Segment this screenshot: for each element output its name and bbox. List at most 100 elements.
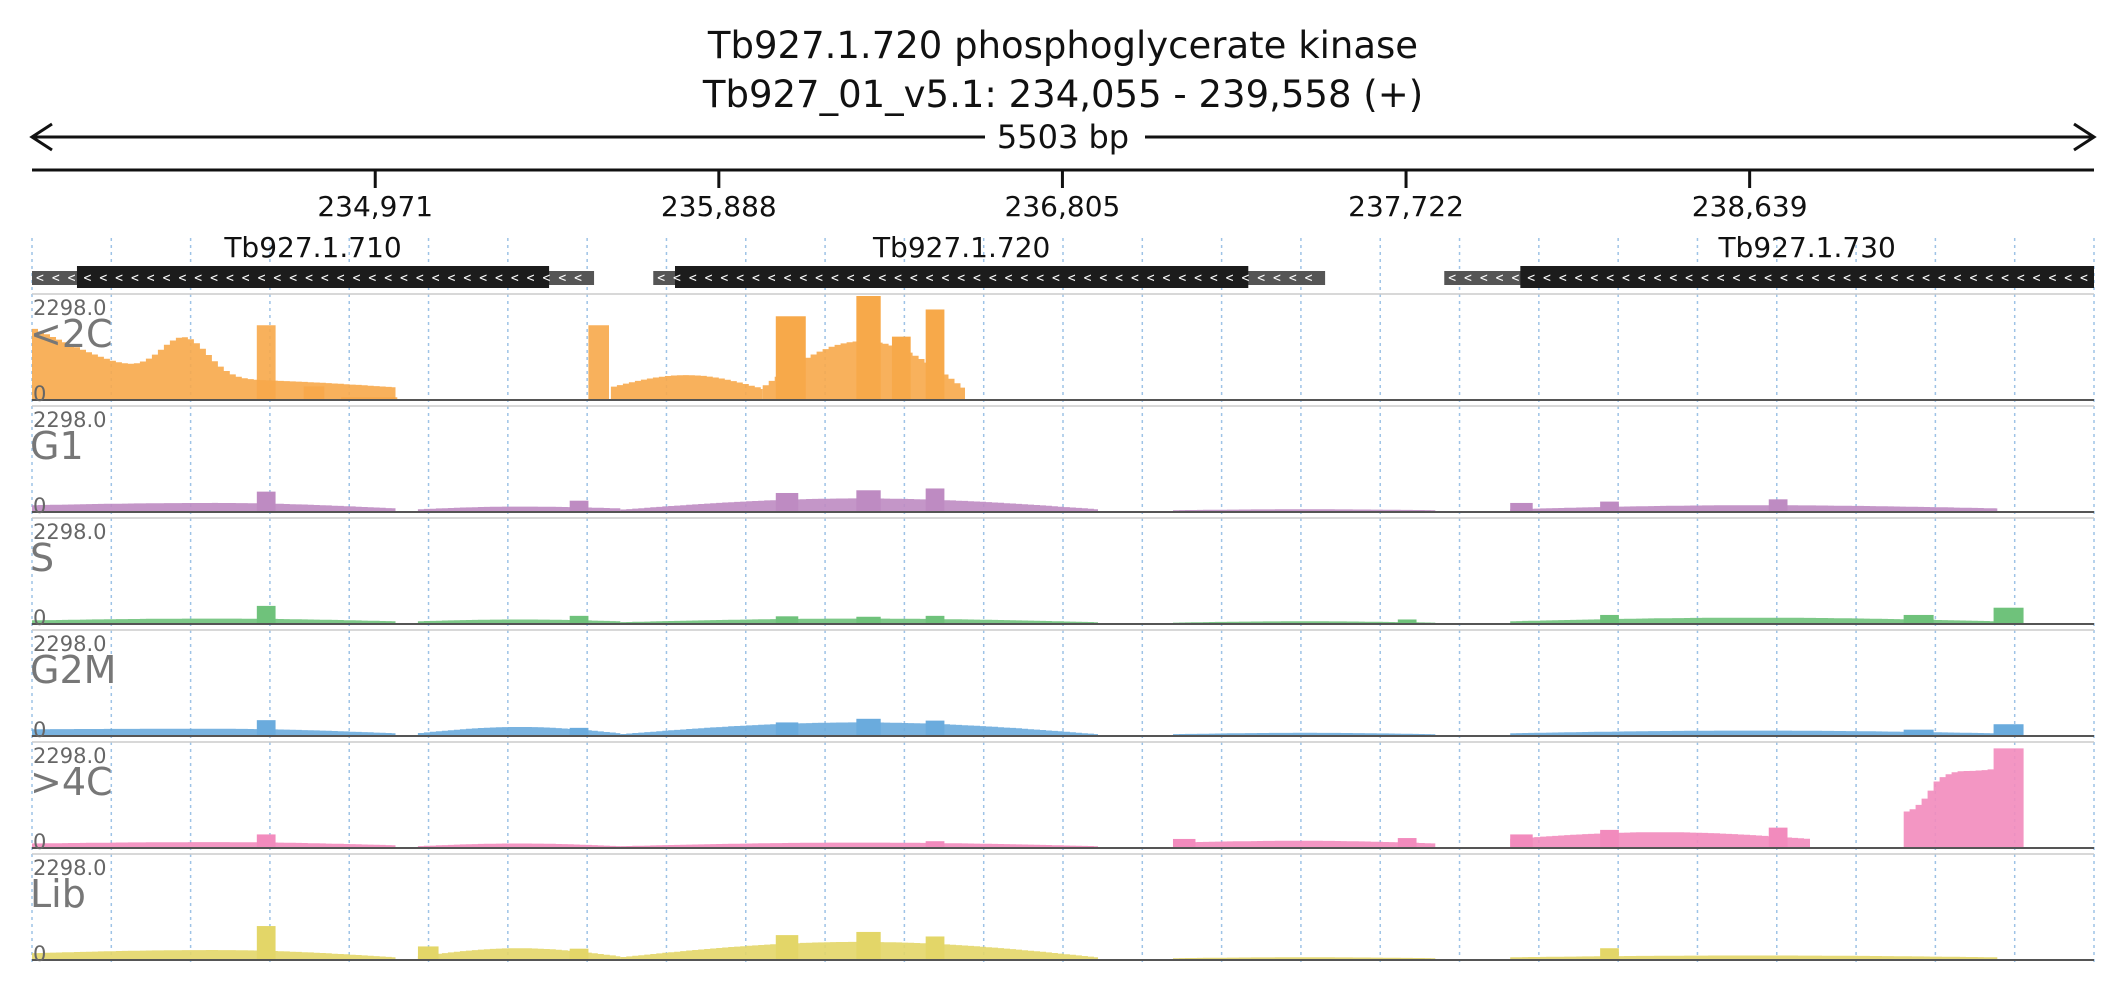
track-ymin-label: 0 <box>33 382 46 406</box>
x-tick-label: 234,971 <box>317 190 433 223</box>
gene-label: Tb927.1.730 <box>1717 231 1895 264</box>
gene-annotation-row: <<<<<<<<<<<<<<<<<<<<<<<<<<<<<<<<<<< Tb927… <box>32 231 2094 288</box>
span-arrow-left-head <box>29 122 53 152</box>
gene-label: Tb927.1.720 <box>872 231 1050 264</box>
span-arrow-right-head <box>2073 122 2097 152</box>
coverage-track: 2298.0 0 G1 <box>30 405 2094 518</box>
coverage-area <box>32 950 396 960</box>
coverage-block <box>256 834 276 848</box>
track-ymin-label: 0 <box>33 606 46 630</box>
coverage-area <box>1510 617 1998 624</box>
coverage-area <box>1510 730 1998 736</box>
x-tick-label: 235,888 <box>661 190 777 223</box>
coverage-area <box>32 728 396 736</box>
coverage-area <box>303 386 325 400</box>
coverage-block <box>925 488 945 512</box>
track-ymax-label: 2298.0 <box>33 520 106 544</box>
track-name-label: <2C <box>30 312 113 356</box>
coverage-block <box>925 936 945 960</box>
coverage-block <box>925 720 945 736</box>
coverage-tracks: 2298.00<2C2298.00G12298.00S2298.00G2M229… <box>30 293 2094 966</box>
coverage-area <box>1510 955 1998 960</box>
coverage-area <box>32 502 396 512</box>
coverage-area <box>610 375 763 400</box>
coverage-area <box>1510 505 1998 512</box>
coverage-block <box>417 946 439 960</box>
coverage-block <box>1600 501 1619 512</box>
coverage-spike <box>856 296 881 400</box>
coverage-block <box>856 490 881 512</box>
coverage-area <box>32 842 396 848</box>
coverage-spike <box>925 309 945 400</box>
x-tick-label: 237,722 <box>1348 190 1464 223</box>
coverage-block <box>925 615 945 624</box>
track-name-label: S <box>30 536 54 580</box>
coverage-block <box>1768 827 1788 848</box>
coverage-block <box>1397 838 1417 848</box>
coverage-track: 2298.0 0 S <box>30 517 2094 630</box>
coverage-area <box>417 619 621 624</box>
gene-label: Tb927.1.710 <box>223 231 401 264</box>
track-name-label: G1 <box>30 424 84 468</box>
coverage-block <box>856 931 881 960</box>
track-ymin-label: 0 <box>33 830 46 854</box>
track-ymax-label: 2298.0 <box>33 744 106 768</box>
coverage-block <box>569 615 589 624</box>
coverage-block <box>1510 834 1533 848</box>
coverage-block <box>775 492 799 512</box>
track-ymin-label: 0 <box>33 718 46 742</box>
track-name-label: >4C <box>30 760 113 804</box>
coverage-block <box>1510 502 1533 512</box>
coverage-block <box>1600 829 1619 848</box>
coverage-area <box>32 328 396 400</box>
coverage-spike <box>891 336 911 400</box>
coverage-block <box>1903 614 1934 624</box>
vertical-gridlines <box>31 238 2095 966</box>
coverage-area <box>620 842 1098 848</box>
coverage-block <box>856 616 881 624</box>
strand-arrows: <<<<<<<<<<<<<<<<<<<<<<<<<<<<<<<<<<< <box>36 271 582 286</box>
coverage-spike <box>775 316 806 400</box>
track-name-label: Lib <box>30 872 86 916</box>
coverage-block <box>569 500 589 512</box>
coverage-block <box>925 841 945 848</box>
coverage-block <box>1768 499 1788 512</box>
coverage-block <box>1903 729 1934 736</box>
coverage-area <box>588 325 609 400</box>
coverage-track: 2298.0 0 <2C <box>30 293 2094 406</box>
coverage-block <box>1397 619 1417 624</box>
track-ymax-label: 2298.0 <box>33 408 106 432</box>
coverage-track: 2298.0 0 Lib <box>30 853 2094 966</box>
coverage-area <box>256 325 276 400</box>
gene-cds-bar <box>674 266 1249 288</box>
track-name-label: G2M <box>30 648 116 692</box>
coverage-track: 2298.0 0 >4C <box>30 741 2094 854</box>
position-ticks: 234,971 235,888 236,805 237,722 238,639 <box>317 170 1808 223</box>
coverage-block <box>1993 607 2024 624</box>
x-tick-label: 236,805 <box>1005 190 1121 223</box>
coverage-area <box>417 843 621 848</box>
coverage-block <box>1600 948 1619 960</box>
coverage-block <box>1993 724 2024 736</box>
coverage-block <box>1172 838 1196 848</box>
coverage-block <box>256 926 276 960</box>
chart-title-line1: Tb927.1.720 phosphoglycerate kinase <box>707 24 1418 67</box>
coverage-area <box>417 506 621 512</box>
coverage-block <box>256 720 276 736</box>
coverage-block <box>256 605 276 624</box>
span-arrow: 5503 bp <box>29 118 2097 156</box>
coverage-block <box>569 727 589 736</box>
track-ymax-label: 2298.0 <box>33 296 106 320</box>
coverage-area <box>1173 840 1436 848</box>
chart-title-line2: Tb927_01_v5.1: 234,055 - 239,558 (+) <box>702 73 1423 116</box>
track-ymin-label: 0 <box>33 942 46 966</box>
coverage-block <box>775 935 799 960</box>
coverage-block <box>256 491 276 512</box>
coverage-area <box>417 948 621 960</box>
strand-arrows: <<<<<<<<<<<<<<<<<<<<<<<<<<<<<<<<<<<<<<<<… <box>1448 271 2088 286</box>
coverage-area <box>32 618 396 624</box>
x-tick-label: 238,639 <box>1692 190 1808 223</box>
gene-cds-bar <box>76 266 550 288</box>
coverage-area <box>1510 832 1810 848</box>
